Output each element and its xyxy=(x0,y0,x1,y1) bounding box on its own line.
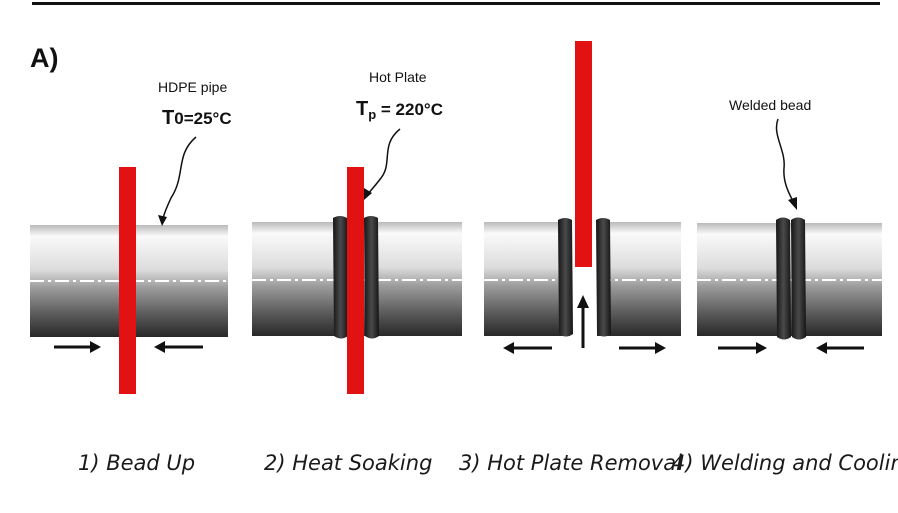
top-rule xyxy=(32,2,880,5)
hot-plate xyxy=(119,167,136,394)
welded-bead-right xyxy=(791,217,806,340)
arrow-left-icon xyxy=(503,342,552,354)
stage-welding-and-cooling: Welded bead 4) Welding and Cooling xyxy=(672,97,898,475)
arrow-right-icon xyxy=(718,342,767,354)
callout-leader xyxy=(162,136,197,220)
callout-arrowhead xyxy=(788,197,797,210)
arrow-right-icon xyxy=(54,341,101,353)
stage-title: 2) Heat Soaking xyxy=(264,451,432,475)
panel-label: A) xyxy=(30,43,59,73)
temp-value: = 220°C xyxy=(376,100,443,119)
temp-subscript: 0 xyxy=(174,109,183,128)
molten-bead-left xyxy=(558,218,573,337)
stage-title: 1) Bead Up xyxy=(78,451,195,475)
molten-bead-right xyxy=(364,216,379,339)
plate-temperature-label: Tp = 220°C xyxy=(356,98,443,122)
temp-value: =25°C xyxy=(184,109,232,128)
callout-arrowhead xyxy=(364,188,372,200)
welded-bead-left xyxy=(776,217,791,340)
callout-leader xyxy=(367,128,401,195)
stage-title: 3) Hot Plate Removal xyxy=(459,451,682,475)
hot-plate-lifted xyxy=(575,41,592,267)
plate-callout-label: Hot Plate xyxy=(369,69,427,85)
molten-bead-right xyxy=(596,218,611,337)
temp-symbol: T xyxy=(162,107,174,129)
arrow-up-icon xyxy=(577,295,589,348)
stage-title: 4) Welding and Cooling xyxy=(672,451,898,475)
stage-hot-plate-removal: 3) Hot Plate Removal xyxy=(459,41,682,475)
molten-bead-left xyxy=(333,216,348,339)
arrow-right-icon xyxy=(619,342,666,354)
stage-bead-up: HDPE pipe T0=25°C 1) Bead Up xyxy=(30,79,232,475)
arrow-left-icon xyxy=(816,342,864,354)
stage-heat-soaking: Hot Plate Tp = 220°C 2) Heat Soaking xyxy=(252,69,462,475)
callout-arrowhead xyxy=(158,215,167,226)
bead-callout-label: Welded bead xyxy=(729,97,811,113)
callout-leader xyxy=(775,118,794,202)
hot-plate xyxy=(347,167,364,394)
temp-subscript: p xyxy=(368,107,376,122)
arrow-left-icon xyxy=(154,341,203,353)
pipe-temperature-label: T0=25°C xyxy=(162,107,232,129)
temp-symbol: T xyxy=(356,98,368,120)
pipe-callout-label: HDPE pipe xyxy=(158,79,227,95)
